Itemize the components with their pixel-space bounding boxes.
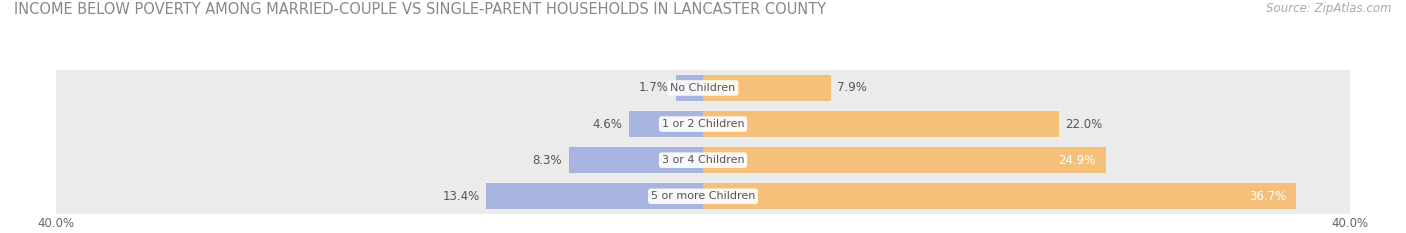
Text: 36.7%: 36.7% — [1250, 190, 1286, 203]
Text: 24.9%: 24.9% — [1059, 154, 1095, 167]
Bar — [703, 147, 1105, 173]
Text: 5 or more Children: 5 or more Children — [651, 191, 755, 201]
Text: 13.4%: 13.4% — [443, 190, 479, 203]
Bar — [675, 75, 703, 101]
Text: 1.7%: 1.7% — [640, 82, 669, 94]
Bar — [56, 142, 1350, 178]
Bar — [703, 75, 831, 101]
Text: 8.3%: 8.3% — [533, 154, 562, 167]
Bar — [569, 147, 703, 173]
Text: 1 or 2 Children: 1 or 2 Children — [662, 119, 744, 129]
Text: INCOME BELOW POVERTY AMONG MARRIED-COUPLE VS SINGLE-PARENT HOUSEHOLDS IN LANCAST: INCOME BELOW POVERTY AMONG MARRIED-COUPL… — [14, 2, 827, 17]
Bar — [703, 183, 1296, 209]
Bar — [56, 106, 1350, 142]
Bar — [56, 178, 1350, 214]
Bar — [628, 111, 703, 137]
Text: No Children: No Children — [671, 83, 735, 93]
Bar — [486, 183, 703, 209]
Text: 7.9%: 7.9% — [837, 82, 868, 94]
Text: 3 or 4 Children: 3 or 4 Children — [662, 155, 744, 165]
Bar — [703, 111, 1059, 137]
Text: Source: ZipAtlas.com: Source: ZipAtlas.com — [1267, 2, 1392, 15]
Text: 4.6%: 4.6% — [592, 118, 623, 130]
Text: 22.0%: 22.0% — [1066, 118, 1102, 130]
Bar — [56, 70, 1350, 106]
